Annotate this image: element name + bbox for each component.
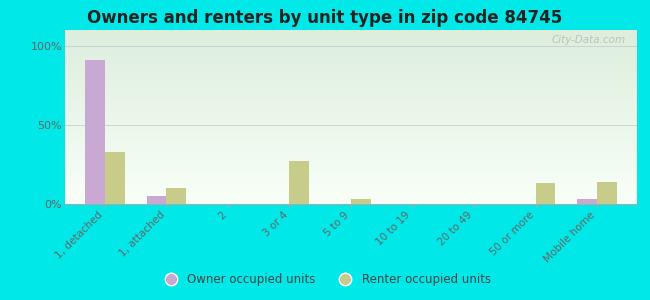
Text: City-Data.com: City-Data.com xyxy=(551,35,625,45)
Bar xyxy=(577,199,597,204)
Bar xyxy=(536,183,555,204)
Bar xyxy=(85,60,105,204)
Bar xyxy=(351,199,370,204)
Text: Owners and renters by unit type in zip code 84745: Owners and renters by unit type in zip c… xyxy=(87,9,563,27)
Bar xyxy=(166,188,186,204)
Bar xyxy=(147,196,166,204)
Bar xyxy=(289,161,309,204)
Bar xyxy=(597,182,617,204)
Legend: Owner occupied units, Renter occupied units: Owner occupied units, Renter occupied un… xyxy=(154,269,496,291)
Bar xyxy=(105,152,125,204)
